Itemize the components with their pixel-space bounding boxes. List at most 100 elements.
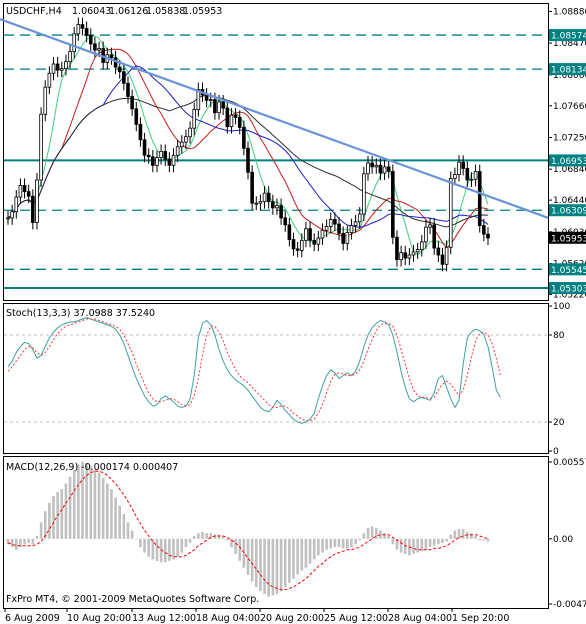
macd-histogram-bar xyxy=(267,538,270,597)
macd-histogram-bar xyxy=(482,538,486,541)
candle-body xyxy=(366,162,370,175)
macd-histogram-bar xyxy=(159,538,163,563)
candle-body xyxy=(436,247,441,256)
candle-body xyxy=(225,107,230,128)
macd-histogram-bar xyxy=(122,513,126,539)
macd-histogram-bar xyxy=(209,533,213,539)
price-level-tag xyxy=(549,29,586,42)
candle-body xyxy=(316,237,321,245)
candle-body xyxy=(432,224,437,249)
macd-tick-label: 0.00 xyxy=(553,535,573,545)
price-tick-label: 1.06440 xyxy=(553,196,586,206)
macd-histogram-bar xyxy=(466,531,469,539)
current-price-label: 1.05953 xyxy=(551,234,586,244)
macd-histogram-bar xyxy=(188,538,192,543)
macd-histogram-bar xyxy=(197,533,200,539)
candle-body xyxy=(97,48,101,51)
macd-panel-title: MACD(12,26,9) -0.000174 0.000407 xyxy=(6,462,178,473)
macd-histogram-bar xyxy=(432,538,436,546)
ohlc-low: 1.05838 xyxy=(146,6,185,17)
candle-body xyxy=(39,113,43,181)
macd-histogram-bar xyxy=(226,538,229,541)
stoch-main-line xyxy=(7,317,501,424)
time-tick-label: 10 Aug 20:00 xyxy=(67,613,131,624)
stoch-tick-label: 20 xyxy=(553,418,565,428)
macd-histogram-bar xyxy=(126,522,130,539)
candle-body xyxy=(204,94,209,101)
macd-histogram-bar xyxy=(52,496,55,539)
macd-histogram-bar xyxy=(341,538,345,549)
candle-body xyxy=(486,233,490,239)
candle-body xyxy=(146,154,151,158)
candle-body xyxy=(217,101,221,114)
ohlc-close: 1.05953 xyxy=(183,6,222,17)
macd-histogram-bar xyxy=(486,538,490,542)
candle-body xyxy=(167,158,172,166)
macd-histogram-bar xyxy=(370,526,374,539)
candle-body xyxy=(254,202,259,205)
candle-body xyxy=(312,239,317,245)
candle-body xyxy=(22,185,27,192)
macd-histogram-bar xyxy=(478,538,482,541)
macd-histogram-bar xyxy=(321,538,324,553)
price-level-tag xyxy=(549,204,586,217)
candle-body xyxy=(151,156,155,166)
price-tick-label: 1.08880 xyxy=(553,7,586,17)
candle-body xyxy=(184,136,188,143)
candle-body xyxy=(411,251,416,256)
candle-body xyxy=(279,205,283,219)
candle-body xyxy=(428,224,432,228)
candle-body xyxy=(175,146,180,156)
macd-histogram-bar xyxy=(6,538,10,545)
candle-body xyxy=(283,217,288,226)
time-tick-label: 28 Aug 04:00 xyxy=(388,613,452,624)
ohlc-open: 1.06043 xyxy=(72,6,111,17)
macd-histogram-bar xyxy=(192,536,196,539)
candle-body xyxy=(386,166,391,172)
macd-histogram-bar xyxy=(106,483,109,539)
candle-body xyxy=(14,196,19,213)
macd-histogram-bar xyxy=(279,538,283,592)
macd-histogram-bar xyxy=(242,538,246,568)
macd-histogram-bar xyxy=(304,538,308,568)
ma-fast-line xyxy=(7,35,489,256)
candle-body xyxy=(299,239,304,251)
price-panel-title: USDCHF,H4 xyxy=(6,6,62,17)
macd-histogram-bar xyxy=(275,538,279,594)
macd-histogram-bar xyxy=(72,469,76,539)
macd-histogram-bar xyxy=(27,538,30,543)
macd-histogram-bar xyxy=(81,461,84,539)
time-tick-label: 13 Aug 12:00 xyxy=(132,613,196,624)
macd-histogram-bar xyxy=(383,533,386,539)
macd-histogram-bar xyxy=(441,538,444,543)
macd-histogram-bar xyxy=(395,538,399,550)
macd-histogram-bar xyxy=(205,533,208,539)
price-level-tag-label: 1.08574 xyxy=(551,32,586,42)
candle-body xyxy=(80,24,85,29)
macd-histogram-bar xyxy=(391,538,395,545)
candle-body xyxy=(382,166,387,174)
macd-histogram-bar xyxy=(259,538,262,592)
candle-body xyxy=(266,192,271,203)
macd-histogram-bar xyxy=(354,538,357,545)
macd-histogram-bar xyxy=(445,538,448,542)
candle-body xyxy=(31,195,35,223)
macd-histogram-bar xyxy=(283,538,287,588)
candle-body xyxy=(117,66,122,73)
macd-histogram-bar xyxy=(176,538,179,557)
macd-histogram-bar xyxy=(288,538,291,583)
macd-axis: 0.00557 0.00 -0.00473 xyxy=(548,458,586,610)
macd-tick-label: -0.00473 xyxy=(553,600,586,610)
macd-histogram-bar xyxy=(180,538,184,553)
time-axis: 6 Aug 2009 10 Aug 20:00 13 Aug 12:00 18 Aug… xyxy=(4,608,509,624)
candle-body xyxy=(122,71,126,84)
candle-body xyxy=(208,99,213,101)
trendline xyxy=(0,18,549,219)
candle-body xyxy=(457,161,461,175)
macd-histogram-bar xyxy=(250,538,254,582)
price-axis: 1.08880 1.08470 1.08060 1.07660 1.07250 1.068… xyxy=(548,7,586,300)
candle-body xyxy=(59,68,64,71)
macd-histogram-bar xyxy=(163,538,167,563)
macd-histogram-bar xyxy=(101,478,105,539)
